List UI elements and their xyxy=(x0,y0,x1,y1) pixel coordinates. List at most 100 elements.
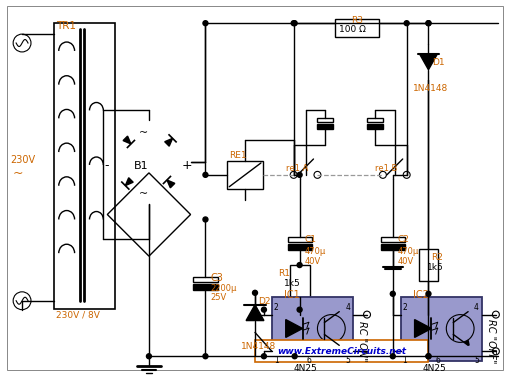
Circle shape xyxy=(403,172,410,178)
Text: 1k5: 1k5 xyxy=(426,263,443,272)
Polygon shape xyxy=(336,340,340,345)
Text: 40V: 40V xyxy=(398,257,414,266)
Circle shape xyxy=(297,172,302,177)
Circle shape xyxy=(404,21,409,26)
Text: B1: B1 xyxy=(134,161,148,171)
Text: re1 A: re1 A xyxy=(286,164,308,173)
Polygon shape xyxy=(165,138,173,146)
Text: 2: 2 xyxy=(274,303,279,312)
Circle shape xyxy=(146,354,152,359)
Bar xyxy=(272,297,353,361)
Circle shape xyxy=(493,311,499,318)
Bar xyxy=(401,297,482,361)
Text: 4: 4 xyxy=(474,303,479,312)
Polygon shape xyxy=(419,54,437,70)
Circle shape xyxy=(426,21,431,26)
Text: D1: D1 xyxy=(433,58,445,67)
Bar xyxy=(381,237,404,242)
Polygon shape xyxy=(123,136,131,144)
Circle shape xyxy=(13,34,31,52)
Circle shape xyxy=(493,348,499,355)
Bar xyxy=(54,23,115,309)
Circle shape xyxy=(262,354,266,359)
Circle shape xyxy=(13,292,31,310)
Circle shape xyxy=(379,172,387,178)
Text: -: - xyxy=(104,159,109,172)
Text: ~: ~ xyxy=(12,167,23,180)
Text: 230V / 8V: 230V / 8V xyxy=(56,311,100,320)
Circle shape xyxy=(203,354,208,359)
Circle shape xyxy=(426,291,431,296)
Circle shape xyxy=(292,354,297,359)
Text: 4N25: 4N25 xyxy=(294,364,317,373)
Text: 470μ: 470μ xyxy=(305,247,326,256)
Text: 1k5: 1k5 xyxy=(284,279,301,288)
Text: C1: C1 xyxy=(305,235,316,244)
Circle shape xyxy=(364,348,371,355)
Text: D2: D2 xyxy=(258,297,270,306)
Text: www.ExtremeCircuits.net: www.ExtremeCircuits.net xyxy=(277,347,406,356)
Bar xyxy=(367,124,383,129)
Circle shape xyxy=(426,21,431,26)
Text: 2200μ: 2200μ xyxy=(210,284,237,293)
Text: 1: 1 xyxy=(274,356,279,365)
Text: 4N25: 4N25 xyxy=(422,364,446,373)
Text: 1N4148: 1N4148 xyxy=(413,84,448,93)
Polygon shape xyxy=(415,320,432,337)
Text: ~: ~ xyxy=(139,189,148,199)
Circle shape xyxy=(291,21,296,26)
Bar xyxy=(193,277,218,282)
Circle shape xyxy=(203,172,208,177)
Text: C3: C3 xyxy=(210,273,223,283)
Text: 5: 5 xyxy=(474,356,479,365)
Text: re1 B: re1 B xyxy=(375,164,397,173)
Circle shape xyxy=(262,307,266,312)
Text: 100 Ω: 100 Ω xyxy=(339,25,366,34)
Bar xyxy=(227,161,263,189)
Polygon shape xyxy=(286,320,303,337)
Circle shape xyxy=(252,290,258,295)
Text: RC "OFF": RC "OFF" xyxy=(486,319,496,364)
Text: TR1: TR1 xyxy=(56,21,76,31)
Circle shape xyxy=(290,172,297,178)
Bar xyxy=(317,118,333,122)
Text: IC2: IC2 xyxy=(413,290,429,300)
Text: ~: ~ xyxy=(139,128,148,138)
Text: R1: R1 xyxy=(278,269,290,278)
Circle shape xyxy=(426,354,431,359)
Circle shape xyxy=(314,172,321,178)
Polygon shape xyxy=(246,305,264,320)
Circle shape xyxy=(390,291,395,296)
Text: 2: 2 xyxy=(403,303,408,312)
Circle shape xyxy=(297,262,302,268)
Text: 1N4148: 1N4148 xyxy=(241,342,276,351)
Text: 470μ: 470μ xyxy=(398,247,419,256)
Text: +: + xyxy=(181,159,192,172)
Bar xyxy=(419,249,438,281)
Circle shape xyxy=(203,217,208,222)
Bar xyxy=(335,19,379,37)
Text: 6: 6 xyxy=(435,356,440,365)
Text: 5: 5 xyxy=(345,356,350,365)
Polygon shape xyxy=(465,340,469,345)
Bar xyxy=(288,237,311,242)
Circle shape xyxy=(390,354,395,359)
Circle shape xyxy=(364,311,371,318)
Bar xyxy=(381,244,404,250)
Text: C2: C2 xyxy=(398,235,410,244)
Text: 4: 4 xyxy=(345,303,350,312)
Bar xyxy=(193,284,218,290)
Text: RC "ON": RC "ON" xyxy=(357,321,367,362)
Circle shape xyxy=(292,21,297,26)
Circle shape xyxy=(297,307,302,312)
Bar xyxy=(290,265,310,297)
Text: RE1: RE1 xyxy=(229,151,247,160)
Text: IC1: IC1 xyxy=(284,290,300,300)
Text: R2: R2 xyxy=(432,253,443,262)
Text: 25V: 25V xyxy=(210,293,227,302)
Text: 6: 6 xyxy=(307,356,311,365)
Bar xyxy=(288,244,311,250)
Text: 230V: 230V xyxy=(10,155,35,165)
Text: 1: 1 xyxy=(403,356,408,365)
Circle shape xyxy=(426,354,431,359)
